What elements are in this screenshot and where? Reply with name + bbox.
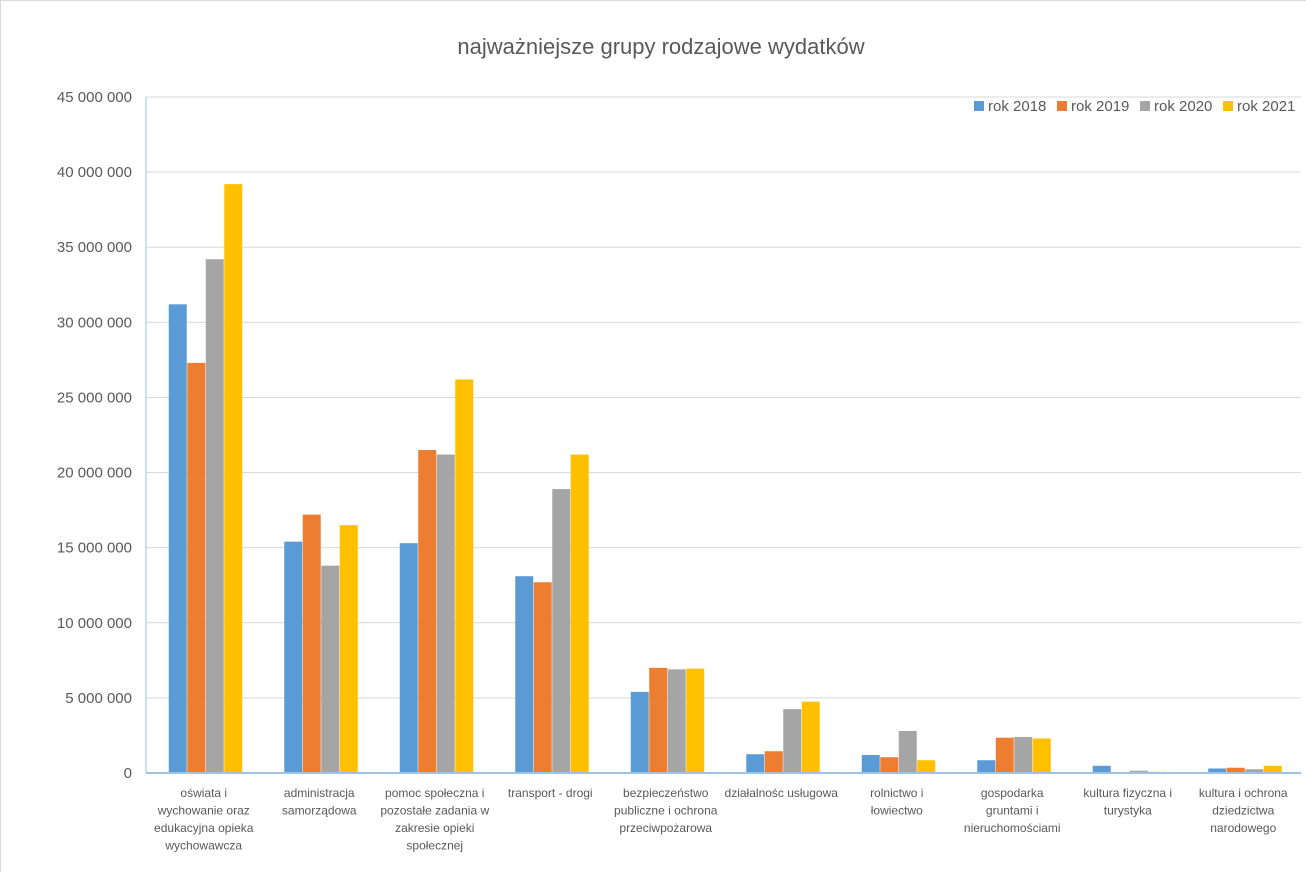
- bar-rok-2021-4: [686, 668, 705, 773]
- chart-title: najważniejsze grupy rodzajowe wydatków: [457, 34, 864, 59]
- y-tick-label: 5 000 000: [65, 690, 132, 707]
- bar-rok-2020-3: [552, 489, 571, 773]
- bar-rok-2021-9: [1263, 765, 1282, 773]
- legend-label: rok 2021: [1237, 98, 1295, 115]
- x-category-label: rolnictwo i łowiectwo: [870, 786, 923, 818]
- legend-label: rok 2019: [1071, 98, 1129, 115]
- bar-rok-2019-7: [995, 737, 1014, 773]
- x-category-label: administracja samorządowa: [282, 786, 357, 818]
- bar-rok-2020-9: [1245, 769, 1264, 773]
- legend-swatch: [1057, 101, 1067, 111]
- bar-rok-2021-2: [455, 379, 474, 773]
- x-category-label: kultura fizyczna i turystyka: [1083, 786, 1172, 818]
- bar-rok-2021-0: [224, 184, 243, 773]
- bar-rok-2019-1: [302, 514, 321, 773]
- bar-rok-2018-0: [168, 304, 187, 773]
- y-tick-label: 45 000 000: [57, 89, 132, 106]
- bar-rok-2021-7: [1032, 738, 1051, 773]
- bar-rok-2018-8: [1092, 765, 1111, 773]
- y-tick-label: 10 000 000: [57, 615, 132, 632]
- x-category-label: działalnośc usługowa: [725, 786, 839, 800]
- bar-rok-2020-6: [898, 730, 917, 773]
- bars: [168, 184, 1282, 773]
- bar-rok-2020-4: [667, 669, 686, 773]
- x-category-label: kultura i ochrona dziedzictwa narodowego: [1199, 786, 1288, 835]
- bar-rok-2019-0: [187, 362, 206, 773]
- bar-rok-2019-3: [533, 582, 552, 773]
- x-category-label: gospodarka gruntami i nieruchomościami: [964, 786, 1061, 835]
- bar-rok-2018-5: [746, 754, 765, 773]
- bar-rok-2019-4: [649, 667, 668, 773]
- y-tick-label: 30 000 000: [57, 314, 132, 331]
- bar-rok-2020-2: [436, 454, 455, 773]
- legend-swatch: [1140, 101, 1150, 111]
- bar-rok-2019-9: [1226, 767, 1245, 773]
- x-category-label: transport - drogi: [508, 786, 593, 800]
- bar-rok-2018-2: [399, 543, 418, 773]
- y-tick-label: 25 000 000: [57, 389, 132, 406]
- bar-rok-2021-3: [570, 454, 589, 773]
- legend-swatch: [1223, 101, 1233, 111]
- bar-rok-2019-6: [880, 757, 899, 773]
- legend: rok 2018 rok 2019 rok 2020 rok 2021: [974, 98, 1295, 115]
- legend-swatch: [974, 101, 984, 111]
- bar-rok-2020-1: [321, 565, 340, 773]
- bar-rok-2019-2: [418, 450, 437, 773]
- y-tick-label: 15 000 000: [57, 540, 132, 557]
- bar-rok-2021-6: [917, 760, 936, 773]
- x-category-label: pomoc społeczna i pozostałe zadania w zakr…: [380, 786, 489, 853]
- bar-rok-2018-1: [284, 541, 303, 773]
- bar-rok-2018-7: [977, 760, 996, 773]
- x-category-label: bezpieczeństwo publiczne i ochrona przeciw…: [614, 786, 718, 835]
- bar-rok-2020-0: [205, 259, 224, 773]
- y-tick-label: 35 000 000: [57, 239, 132, 256]
- axes: [145, 97, 1301, 774]
- labels: 0 5 000 000 10 000 000 15 000 000 20 000 000…: [57, 89, 1288, 853]
- y-tick-label: 40 000 000: [57, 164, 132, 181]
- bar-rok-2018-4: [630, 691, 649, 773]
- legend-label: rok 2020: [1154, 98, 1212, 115]
- bar-rok-2018-9: [1208, 768, 1227, 773]
- x-category-label: oświata i wychowanie oraz edukacyjna opiek…: [154, 786, 254, 853]
- bar-rok-2020-5: [783, 709, 802, 773]
- bar-rok-2018-6: [861, 754, 880, 773]
- bar-rok-2019-5: [764, 751, 783, 773]
- y-tick-label: 20 000 000: [57, 465, 132, 482]
- bar-rok-2018-3: [515, 576, 534, 773]
- bar-rok-2021-5: [801, 701, 820, 773]
- bar-rok-2021-1: [339, 525, 358, 773]
- legend-label: rok 2018: [988, 98, 1046, 115]
- y-tick-label: 0: [124, 765, 132, 782]
- bar-rok-2020-7: [1014, 736, 1033, 773]
- bar-rok-2020-8: [1129, 770, 1148, 773]
